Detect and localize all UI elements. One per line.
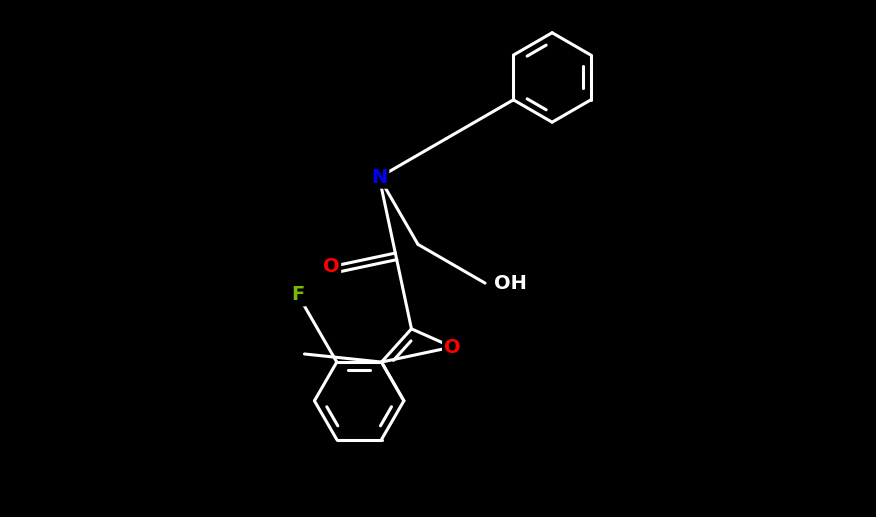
Text: O: O [444,338,461,357]
Text: N: N [371,168,387,187]
Text: F: F [292,285,305,305]
Text: O: O [322,257,339,276]
Text: OH: OH [494,273,527,293]
